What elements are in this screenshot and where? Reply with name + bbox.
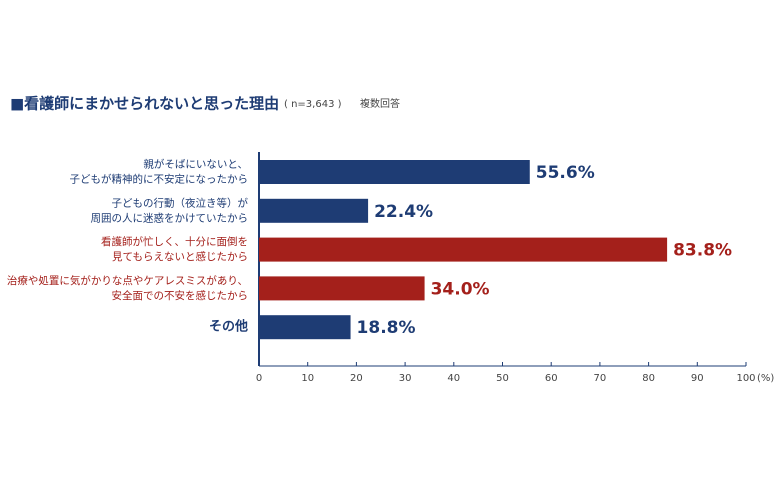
bar <box>259 276 425 301</box>
y-tick-label: 見てもらえないと感じたから <box>112 250 248 263</box>
x-tick-label: 50 <box>496 373 509 384</box>
x-tick-label: 0 <box>256 373 262 384</box>
y-tick-label: 治療や処置に気がかりな点やケアレスミスがあり、 <box>7 274 248 287</box>
y-tick-label: 親がそばにいないと、 <box>143 158 248 171</box>
x-tick-label: 10 <box>301 373 314 384</box>
y-tick-label: 子どもが精神的に不安定になったから <box>70 173 249 186</box>
y-tick-label: 周囲の人に迷惑をかけていたから <box>91 211 249 224</box>
value-label: 22.4% <box>374 202 433 222</box>
bar <box>259 198 369 223</box>
y-tick-label: その他 <box>209 319 248 335</box>
value-label: 34.0% <box>431 279 490 299</box>
x-tick-label: 70 <box>594 373 607 384</box>
chart-note: 複数回答 <box>360 97 400 110</box>
x-tick-label: 100 <box>736 373 755 384</box>
bar <box>259 315 351 340</box>
y-tick-label: 子どもの行動（夜泣き等）が <box>112 196 249 209</box>
value-label: 55.6% <box>536 163 595 183</box>
value-label: 18.8% <box>357 318 416 338</box>
x-tick-label: 40 <box>447 373 460 384</box>
bar <box>259 237 668 262</box>
y-tick-label: 看護師が忙しく、十分に面倒を <box>101 235 248 248</box>
x-tick-label: 30 <box>399 373 412 384</box>
x-tick-label: 80 <box>642 373 655 384</box>
chart-subtitle: ( n=3,643 ) <box>284 99 342 110</box>
chart-title: ■看護師にまかせられないと思った理由 <box>10 95 279 113</box>
bar <box>259 160 530 184</box>
y-tick-label: 安全面での不安を感じたから <box>112 289 249 302</box>
x-tick-label: 60 <box>545 373 558 384</box>
x-tick-label: 90 <box>691 373 704 384</box>
value-label: 83.8% <box>673 241 732 261</box>
x-unit: (%) <box>757 373 774 384</box>
x-tick-label: 20 <box>350 373 363 384</box>
